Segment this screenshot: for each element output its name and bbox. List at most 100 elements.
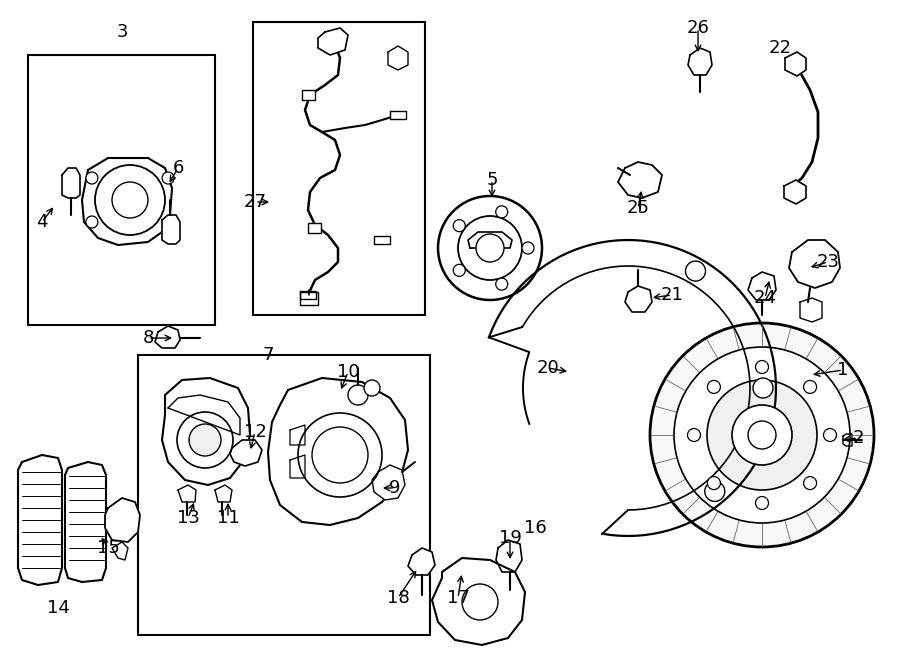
Text: 14: 14: [47, 599, 69, 617]
Circle shape: [454, 264, 465, 276]
Text: 10: 10: [337, 363, 359, 381]
Polygon shape: [155, 326, 180, 348]
Circle shape: [755, 360, 769, 373]
Text: 13: 13: [176, 509, 200, 527]
Circle shape: [364, 380, 380, 396]
Polygon shape: [408, 548, 435, 575]
Circle shape: [688, 428, 700, 442]
Polygon shape: [215, 485, 232, 502]
Circle shape: [707, 381, 720, 393]
Polygon shape: [800, 298, 822, 322]
Bar: [138, 355, 430, 635]
Text: 24: 24: [753, 289, 777, 307]
Polygon shape: [162, 215, 180, 244]
Circle shape: [458, 216, 522, 280]
Circle shape: [189, 424, 221, 456]
Polygon shape: [374, 236, 390, 244]
Text: 20: 20: [536, 359, 560, 377]
Circle shape: [674, 347, 850, 523]
Circle shape: [732, 405, 792, 465]
Text: 12: 12: [244, 423, 266, 441]
Text: 1: 1: [837, 361, 849, 379]
Circle shape: [177, 412, 233, 468]
Text: 22: 22: [769, 39, 791, 57]
Polygon shape: [468, 232, 512, 248]
Circle shape: [650, 323, 874, 547]
Polygon shape: [65, 462, 106, 582]
Text: 19: 19: [499, 529, 521, 547]
Bar: [28, 55, 215, 325]
Polygon shape: [390, 111, 406, 119]
Circle shape: [454, 219, 465, 231]
Circle shape: [162, 172, 174, 184]
Polygon shape: [784, 180, 806, 204]
Polygon shape: [372, 465, 405, 500]
Polygon shape: [18, 455, 62, 585]
Text: 4: 4: [36, 213, 48, 231]
Circle shape: [348, 385, 368, 405]
Text: 6: 6: [172, 159, 184, 177]
Circle shape: [824, 428, 836, 442]
Polygon shape: [82, 158, 172, 245]
Polygon shape: [688, 48, 712, 75]
Polygon shape: [618, 162, 662, 198]
Bar: [253, 22, 425, 315]
Circle shape: [686, 261, 706, 281]
Polygon shape: [300, 292, 318, 305]
Text: 11: 11: [217, 509, 239, 527]
Text: 25: 25: [626, 199, 650, 217]
Text: 18: 18: [387, 589, 410, 607]
Text: 5: 5: [486, 171, 498, 189]
Polygon shape: [62, 168, 80, 198]
Polygon shape: [785, 52, 806, 76]
Text: 3: 3: [116, 23, 128, 41]
Circle shape: [86, 172, 98, 184]
Circle shape: [705, 481, 725, 502]
Circle shape: [95, 165, 165, 235]
Text: 27: 27: [244, 193, 266, 211]
Polygon shape: [748, 272, 776, 300]
Text: 8: 8: [142, 329, 154, 347]
Circle shape: [438, 196, 542, 300]
Polygon shape: [388, 46, 408, 70]
Circle shape: [312, 427, 368, 483]
Polygon shape: [308, 223, 321, 233]
Circle shape: [707, 477, 720, 490]
Polygon shape: [230, 440, 262, 466]
Circle shape: [804, 477, 816, 490]
Circle shape: [462, 584, 498, 620]
Circle shape: [86, 216, 98, 228]
Circle shape: [112, 182, 148, 218]
Polygon shape: [625, 286, 652, 312]
Text: 26: 26: [687, 19, 709, 37]
Text: 23: 23: [816, 253, 840, 271]
Polygon shape: [105, 498, 140, 542]
Circle shape: [804, 381, 816, 393]
Polygon shape: [178, 485, 196, 502]
Text: 16: 16: [524, 519, 546, 537]
Text: 15: 15: [96, 539, 120, 557]
Circle shape: [298, 413, 382, 497]
Circle shape: [476, 234, 504, 262]
Polygon shape: [162, 378, 250, 485]
Circle shape: [496, 278, 508, 290]
Circle shape: [522, 242, 534, 254]
Text: 7: 7: [262, 346, 274, 364]
Polygon shape: [843, 434, 852, 446]
Circle shape: [496, 206, 508, 218]
Circle shape: [755, 496, 769, 510]
Polygon shape: [318, 28, 348, 55]
Polygon shape: [432, 558, 525, 645]
Polygon shape: [302, 90, 315, 100]
Polygon shape: [496, 540, 522, 572]
Polygon shape: [789, 240, 840, 288]
Circle shape: [707, 380, 817, 490]
Polygon shape: [268, 378, 408, 525]
Text: 2: 2: [852, 429, 864, 447]
Circle shape: [753, 378, 773, 398]
Text: 21: 21: [661, 286, 683, 304]
Polygon shape: [112, 542, 128, 560]
Text: 17: 17: [446, 589, 470, 607]
Polygon shape: [300, 291, 316, 299]
Text: 9: 9: [389, 479, 400, 497]
